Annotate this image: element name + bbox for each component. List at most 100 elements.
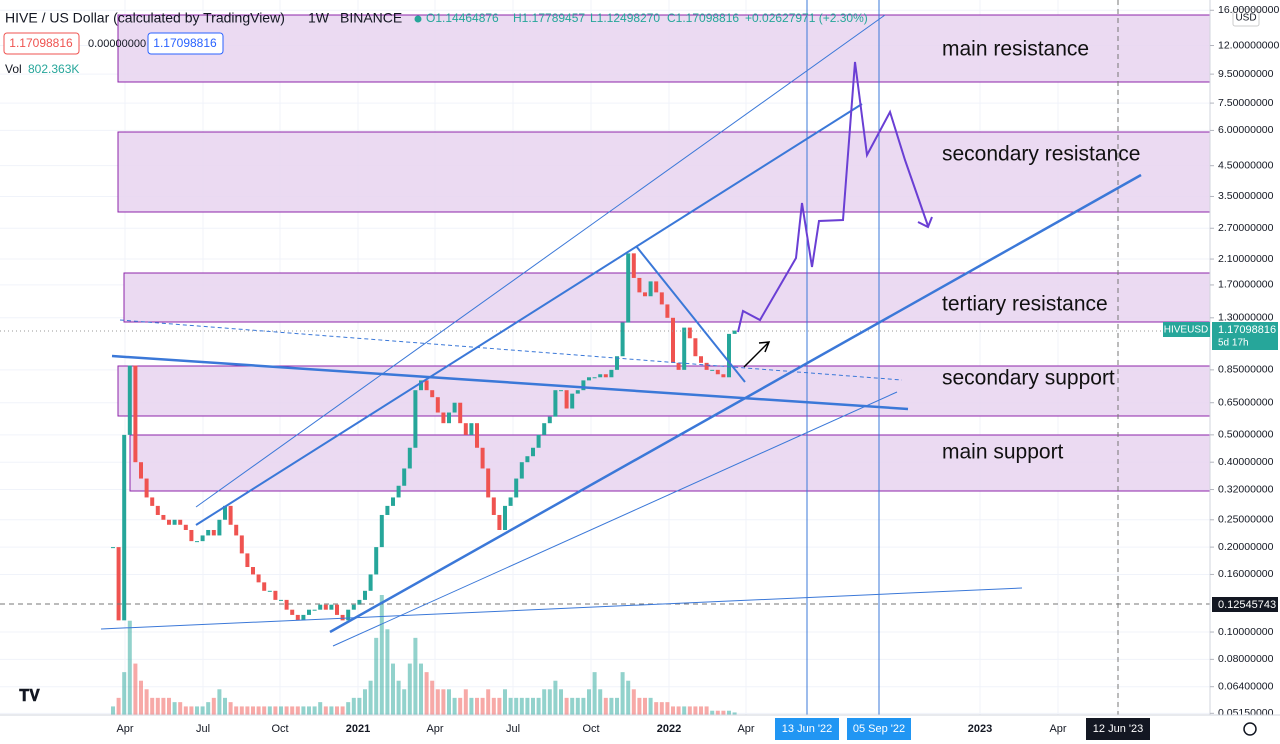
candle — [413, 390, 418, 448]
symbol[interactable]: HIVE / US Dollar (calculated by TradingV… — [5, 10, 285, 26]
volume-bar — [480, 697, 485, 715]
candle — [564, 390, 569, 409]
y-tick-label: 0.32000000 — [1218, 483, 1274, 495]
volume-bar — [329, 706, 334, 715]
trend-line — [332, 391, 898, 647]
zone-main-resistance — [117, 14, 1211, 83]
candle — [519, 462, 524, 479]
candle — [570, 393, 575, 409]
volume-bar — [228, 702, 233, 715]
candle — [575, 390, 580, 394]
y-tick-label: 7.50000000 — [1218, 97, 1274, 109]
candle — [699, 356, 703, 363]
currency[interactable]: USD — [1235, 13, 1256, 24]
volume-bar — [144, 689, 149, 715]
volume-bar — [704, 706, 709, 715]
candle — [357, 599, 362, 605]
candle — [732, 330, 737, 334]
volume-bar — [323, 706, 328, 715]
price-tag-value: 1.17098816 — [1218, 324, 1276, 336]
interval[interactable]: 1W — [308, 10, 330, 26]
volume-bar — [217, 689, 222, 715]
volume-bar — [463, 689, 468, 715]
candle — [531, 447, 535, 457]
tv-logo[interactable]: 𝐓𝐕 — [19, 688, 40, 705]
projection-arrow — [917, 216, 933, 229]
x-tick-label: Jul — [196, 723, 210, 735]
change: +0.02627971 (+2.30%) — [745, 11, 868, 25]
volume-bar — [536, 697, 541, 715]
y-tick-label: 4.50000000 — [1218, 159, 1274, 171]
volume-bar — [139, 680, 143, 715]
volume-bar — [547, 689, 552, 715]
volume-bar — [559, 689, 563, 715]
candle — [295, 614, 300, 621]
volume-bar — [295, 706, 300, 715]
x-tick-label: 2021 — [346, 723, 370, 735]
volume-bar — [340, 706, 345, 715]
candle — [704, 362, 709, 370]
y-tick-label: 0.20000000 — [1218, 541, 1274, 553]
settings-icon[interactable] — [1243, 722, 1257, 736]
candle — [463, 423, 468, 435]
volume-bar — [379, 595, 384, 715]
volume-bar — [715, 710, 720, 715]
candle — [279, 599, 283, 601]
candle — [167, 519, 171, 525]
candle — [155, 505, 160, 515]
volume-bar — [699, 706, 703, 715]
volume-bar — [648, 697, 653, 715]
sell-box[interactable] — [3, 32, 80, 55]
volume-bar — [570, 697, 575, 715]
candle — [206, 529, 211, 536]
volume-bar — [363, 689, 367, 715]
candle — [637, 277, 642, 293]
volume-bar — [307, 706, 311, 715]
volume-bar — [368, 680, 373, 715]
y-tick-label: 0.50000000 — [1218, 429, 1274, 441]
volume-bar — [631, 689, 636, 715]
y-tick-label: 2.10000000 — [1218, 253, 1274, 265]
candle — [223, 505, 227, 520]
volume-bar — [732, 712, 737, 715]
volume-bar — [721, 710, 726, 715]
volume-bar — [189, 706, 194, 715]
volume-bar — [357, 697, 362, 715]
volume-bar — [245, 706, 250, 715]
line-price-tag — [1212, 597, 1278, 612]
currency-button[interactable] — [1232, 8, 1260, 27]
x-tick-label: 05 Sep '22 — [853, 723, 905, 735]
candle — [631, 253, 636, 278]
volume-bar — [273, 706, 278, 715]
volume-bar — [671, 706, 675, 715]
x-tick-label: Oct — [582, 723, 599, 735]
candle — [323, 604, 328, 610]
ohlc: H1.17789457 — [513, 11, 585, 25]
candle — [407, 447, 412, 469]
volume-bar — [603, 697, 608, 715]
candle — [133, 365, 138, 463]
y-tick-label: 16.00000000 — [1218, 4, 1279, 16]
date-tag — [1086, 718, 1150, 740]
ohlc: O1.14464876 — [426, 11, 499, 25]
volume-bar — [676, 706, 681, 715]
volume-bar — [407, 663, 412, 715]
arrow — [743, 341, 770, 368]
price-axis — [1210, 0, 1280, 744]
time-axis — [0, 715, 1280, 744]
candle — [172, 519, 177, 525]
buy-price[interactable]: 1.17098816 — [153, 36, 217, 50]
date-tag — [847, 718, 911, 740]
candle — [441, 412, 446, 424]
volume-bar — [284, 706, 289, 715]
volume-bar — [178, 702, 183, 715]
buy-box[interactable] — [147, 32, 224, 55]
sell-price[interactable]: 1.17098816 — [9, 36, 73, 50]
zone-label: main support — [942, 441, 1064, 464]
y-tick-label: 0.10000000 — [1218, 626, 1274, 638]
candle — [301, 614, 306, 621]
line-price: 0.12545743 — [1218, 599, 1276, 611]
volume-bar — [503, 689, 507, 715]
candle — [256, 574, 261, 583]
candle — [693, 338, 698, 357]
